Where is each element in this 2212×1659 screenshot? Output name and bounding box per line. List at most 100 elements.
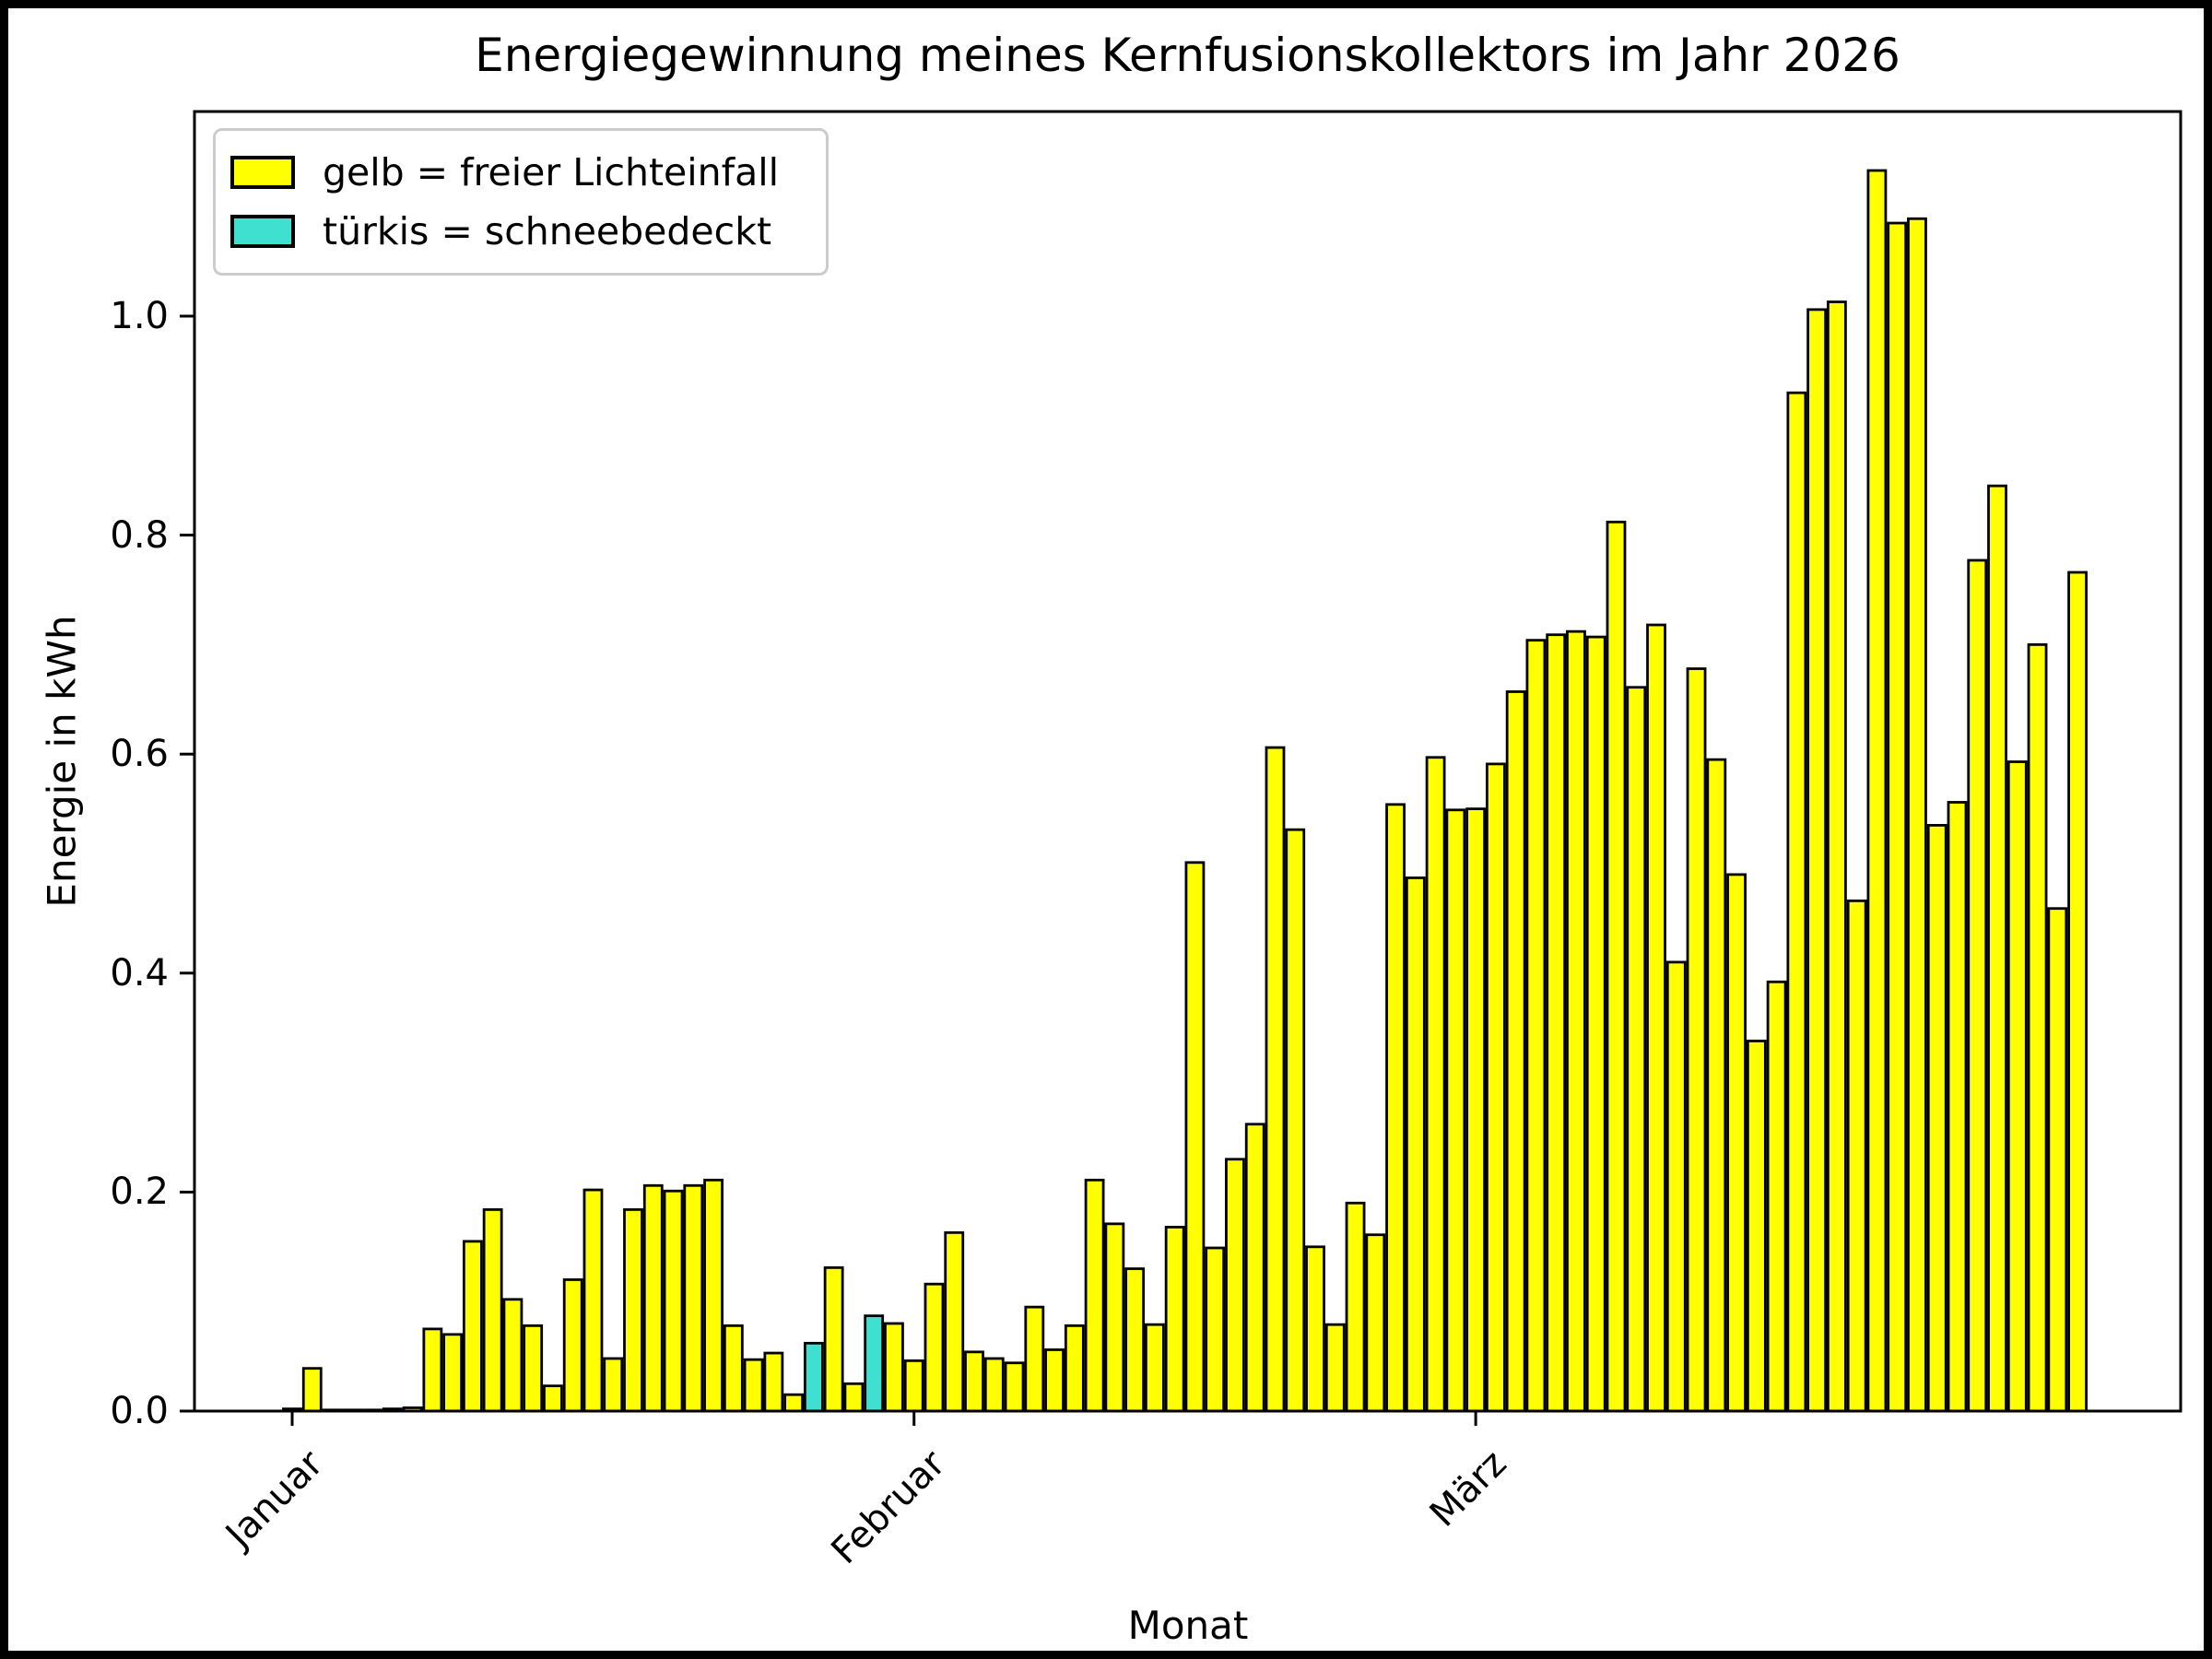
bar-day-8 [422,1327,443,1413]
legend-swatch-turquoise [230,214,295,248]
bar-day-17 [603,1357,624,1413]
bar-day-33 [924,1282,945,1413]
bar-day-2 [301,1367,323,1413]
y-tick-label: 0.6 [110,733,169,776]
bar-day-27 [803,1341,824,1413]
bar-day-40 [1064,1324,1085,1413]
bar-day-66 [1585,635,1606,1413]
y-tick-label: 0.4 [110,951,169,994]
bar-day-52 [1305,1245,1325,1413]
bar-day-49 [1244,1123,1265,1413]
bar-day-62 [1505,690,1526,1413]
y-tick-label: 0.8 [110,513,169,557]
bar-day-58 [1425,756,1446,1413]
bar-day-88 [2027,643,2048,1413]
bar-day-80 [1866,169,1888,1413]
bar-day-14 [543,1384,563,1413]
bar-day-39 [1044,1348,1065,1413]
bar-day-30 [864,1314,885,1413]
legend-row-free: gelb = freier Lichteinfall [216,150,826,194]
bar-day-70 [1665,960,1687,1413]
bar-day-81 [1887,221,1908,1413]
bar-day-28 [823,1265,844,1413]
bar-day-31 [884,1322,904,1413]
bar-day-63 [1525,639,1547,1413]
bar-day-24 [743,1358,764,1413]
bar-day-37 [1004,1361,1025,1413]
bar-day-35 [964,1350,984,1413]
chart-title: Energiegewinnung meines Kernfusionskolle… [475,29,1900,82]
bar-day-79 [1846,899,1867,1413]
bar-day-75 [1766,980,1787,1413]
bar-day-10 [462,1240,483,1413]
bar-day-89 [2047,907,2068,1413]
bar-day-54 [1345,1201,1366,1413]
bar-day-9 [442,1333,464,1413]
bar-day-22 [703,1178,724,1413]
bar-day-15 [562,1278,583,1413]
bar-day-83 [1926,824,1947,1413]
bar-day-42 [1104,1222,1125,1413]
bar-day-59 [1445,808,1466,1413]
bar-day-84 [1947,801,1968,1413]
bar-day-25 [763,1351,784,1413]
bar-day-16 [582,1188,604,1413]
bar-day-51 [1285,828,1306,1413]
bar-day-47 [1205,1246,1226,1413]
bar-day-82 [1907,217,1927,1413]
bar-day-87 [2006,760,2028,1413]
legend-box: gelb = freier Lichteinfall türkis = schn… [213,128,829,276]
bar-day-76 [1786,391,1807,1413]
bar-day-67 [1606,520,1627,1413]
bar-day-32 [903,1359,924,1413]
bar-day-86 [1987,484,2007,1413]
bar-day-48 [1225,1158,1245,1413]
bar-day-65 [1566,629,1586,1413]
bar-day-13 [523,1324,544,1413]
bar-day-23 [723,1324,744,1413]
bar-day-69 [1646,623,1666,1413]
bar-day-74 [1746,1040,1767,1413]
legend-swatch-yellow [230,156,295,190]
bar-day-21 [683,1183,704,1413]
bar-day-64 [1546,633,1567,1413]
bar-day-72 [1706,758,1727,1413]
legend-row-snow: türkis = schneebedeckt [216,209,826,253]
bar-day-36 [983,1357,1005,1413]
bar-day-85 [1967,559,1988,1413]
bar-day-26 [783,1393,805,1413]
legend-label-free: gelb = freier Lichteinfall [323,150,779,195]
bar-day-46 [1184,861,1206,1413]
bar-day-53 [1324,1323,1346,1413]
bar-day-19 [642,1183,664,1413]
bar-day-18 [623,1208,643,1413]
bar-day-78 [1827,300,1847,1413]
legend-label-snow: türkis = schneebedeckt [323,208,772,253]
bar-day-43 [1124,1267,1146,1413]
y-tick-label: 1.0 [110,295,169,337]
y-tick-label: 0.0 [110,1390,169,1432]
plot-border [193,110,2183,1413]
bar-day-11 [482,1208,503,1413]
bar-day-45 [1164,1226,1185,1413]
bar-day-12 [502,1298,524,1413]
bar-day-60 [1465,807,1487,1413]
bar-day-56 [1385,803,1406,1413]
bar-day-44 [1144,1323,1165,1413]
bar-day-34 [944,1230,965,1413]
x-axis-label: Monat [1127,1603,1249,1648]
bar-day-57 [1405,877,1426,1413]
plot-canvas [180,110,2183,1426]
bar-day-90 [2067,571,2088,1413]
bar-day-61 [1486,762,1506,1413]
bar-day-38 [1024,1305,1045,1413]
y-tick-label: 0.2 [110,1171,169,1214]
bar-day-41 [1084,1178,1105,1413]
bar-day-50 [1265,746,1286,1413]
bar-day-68 [1626,686,1647,1413]
bar-day-29 [843,1382,865,1413]
bar-day-71 [1686,667,1707,1413]
bar-day-55 [1365,1233,1386,1413]
bar-day-73 [1726,873,1747,1413]
